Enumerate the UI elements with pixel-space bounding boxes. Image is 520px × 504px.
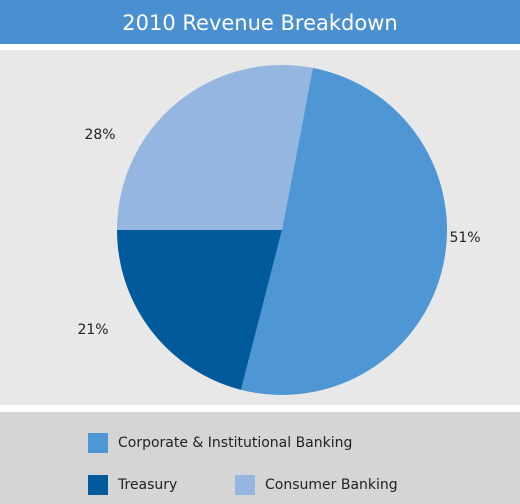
- data-label: 28%: [84, 127, 115, 143]
- legend-swatch: [88, 433, 108, 453]
- title-bar: [0, 0, 520, 44]
- chart-title: 2010 Revenue Breakdown: [122, 11, 397, 35]
- pie-slice: [116, 230, 282, 390]
- pie-slice: [117, 65, 313, 230]
- legend-label: Consumer Banking: [265, 477, 398, 493]
- legend-label: Treasury: [117, 477, 177, 493]
- data-label: 51%: [449, 230, 480, 246]
- pie-slice: [240, 67, 447, 395]
- legend-swatch: [235, 475, 255, 495]
- legend-label: Corporate & Institutional Banking: [118, 435, 352, 451]
- data-label: 21%: [77, 322, 108, 338]
- legend-area: [0, 412, 520, 504]
- legend-swatch: [88, 475, 108, 495]
